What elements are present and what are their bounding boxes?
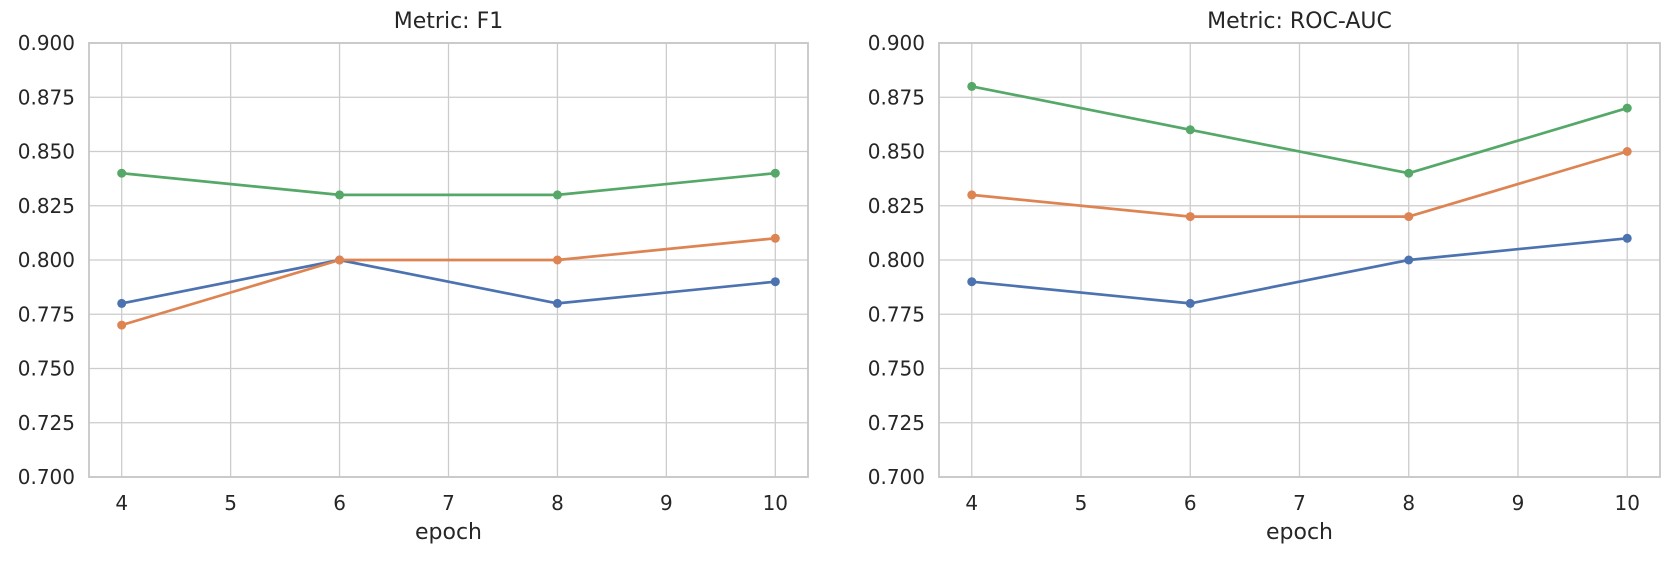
x-tick-label: 6 [333,491,346,515]
series-blue-marker [1404,255,1414,265]
y-tick-label: 0.825 [18,194,75,218]
series-blue-marker [967,277,977,287]
series-blue-line [970,236,1629,305]
y-tick-label: 0.775 [18,302,75,326]
y-tick-label: 0.750 [868,357,925,381]
x-tick-label: 9 [660,491,673,515]
series-orange-marker [967,190,977,200]
series-green-marker [552,190,562,200]
series-orange-line [970,150,1629,218]
series-orange-marker [1404,212,1414,222]
series-green-marker [967,81,977,91]
axes-spine [938,42,1661,478]
series-orange-line [120,236,777,327]
series-blue-marker [1622,233,1632,243]
y-tick-label: 0.725 [18,411,75,435]
x-tick-label: 10 [763,491,788,515]
series-green-marker [117,168,127,178]
series-orange-marker [335,255,345,265]
axes-spine [88,42,809,478]
x-tick-label: 4 [115,491,128,515]
series-green-marker [1404,168,1414,178]
series-blue-marker [117,298,127,308]
x-tick-label: 4 [965,491,978,515]
series-green-line [970,85,1629,175]
series-blue-marker [1185,298,1195,308]
y-tick-label: 0.750 [18,357,75,381]
x-tick-label: 7 [1293,491,1306,515]
series-blue-marker [770,277,780,287]
x-tick-label: 7 [442,491,455,515]
y-tick-label: 0.700 [18,465,75,489]
x-axis-label-roc-auc: epoch [1266,520,1333,545]
series-orange-marker [1185,212,1195,222]
series-orange-marker [552,255,562,265]
y-tick-label: 0.875 [18,85,75,109]
y-tick-label: 0.725 [868,411,925,435]
y-tick-label: 0.700 [868,465,925,489]
series-green-marker [770,168,780,178]
chart-title-f1: Metric: F1 [393,9,504,34]
series-green-marker [1185,125,1195,135]
series-green-line [120,171,777,197]
y-tick-label: 0.875 [868,85,925,109]
y-tick-label: 0.900 [868,31,925,55]
y-tick-label: 0.775 [868,302,925,326]
y-tick-label: 0.850 [18,140,75,164]
x-tick-label: 6 [1184,491,1197,515]
y-tick-label: 0.850 [868,140,925,164]
x-tick-label: 10 [1615,491,1640,515]
y-tick-label: 0.800 [18,248,75,272]
x-tick-label: 8 [551,491,564,515]
series-green-marker [1622,103,1632,113]
y-tick-label: 0.825 [868,194,925,218]
y-tick-label: 0.900 [18,31,75,55]
y-tick-label: 0.800 [868,248,925,272]
series-orange-marker [770,233,780,243]
x-tick-label: 5 [1075,491,1088,515]
x-tick-label: 5 [224,491,237,515]
x-axis-label-f1: epoch [415,520,482,545]
x-tick-label: 8 [1402,491,1415,515]
series-green-marker [335,190,345,200]
series-blue-line [120,258,777,305]
chart-title-roc-auc: Metric: ROC-AUC [1207,9,1392,34]
series-orange-marker [1622,147,1632,156]
series-orange-marker [117,320,127,330]
series-blue-marker [552,298,562,308]
x-tick-label: 9 [1512,491,1525,515]
